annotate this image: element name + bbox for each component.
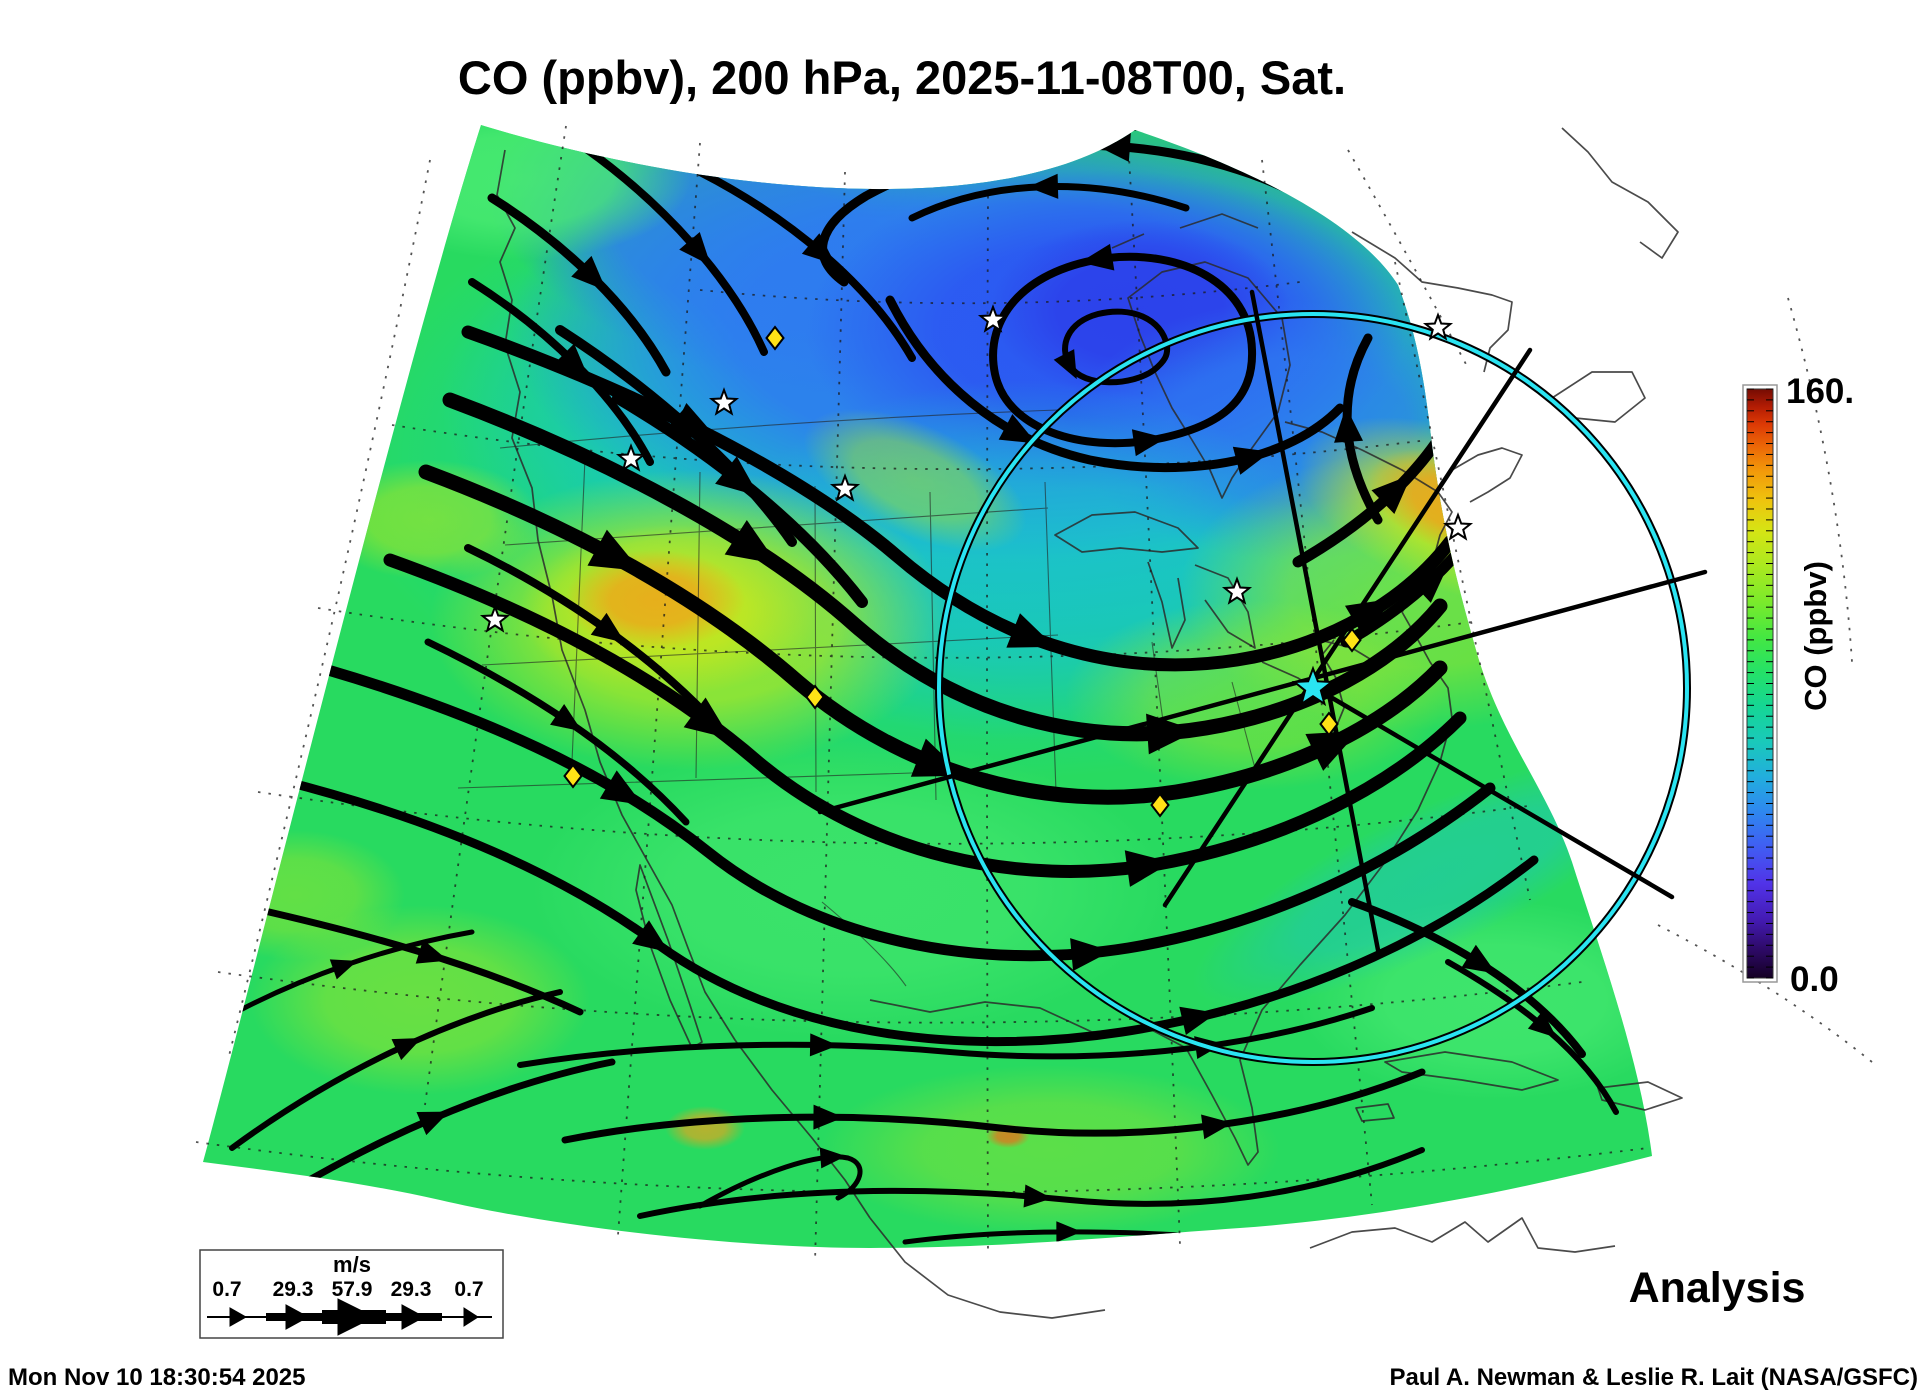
streamline-arrowhead bbox=[1023, 1184, 1053, 1208]
streamline-arrowhead bbox=[1461, 944, 1497, 974]
analysis-label: Analysis bbox=[1628, 1264, 1806, 1312]
streamline-arrowhead bbox=[724, 520, 778, 565]
streamline-arrowhead bbox=[415, 939, 449, 964]
streamline-arrowhead bbox=[599, 770, 643, 805]
streamline-arrowhead bbox=[809, 1033, 838, 1057]
track-line bbox=[1249, 289, 1381, 953]
timestamp: Mon Nov 10 18:30:54 2025 bbox=[8, 1364, 306, 1391]
streamline-arrowhead bbox=[813, 1104, 844, 1130]
streamline-arrowhead bbox=[1201, 1114, 1233, 1140]
track-line bbox=[1307, 682, 1675, 900]
streamline-arrowhead bbox=[1124, 850, 1172, 887]
streamline-arrowhead bbox=[1408, 563, 1449, 603]
streamline-arrowhead bbox=[1305, 730, 1359, 771]
streamline-arrowhead bbox=[801, 233, 836, 265]
track-line bbox=[817, 569, 1708, 815]
range-circle bbox=[935, 310, 1691, 1066]
streamline-arrowhead bbox=[1146, 713, 1197, 755]
streamline-arrowhead bbox=[715, 456, 760, 497]
streamline-arrowhead bbox=[1027, 173, 1059, 199]
wind-legend-value: 0.7 bbox=[454, 1278, 484, 1301]
track-lines bbox=[817, 289, 1708, 953]
wind-legend-value: 29.3 bbox=[272, 1278, 314, 1301]
legend-arrow-medium-left bbox=[285, 1304, 310, 1330]
streamline-arrowhead bbox=[550, 704, 583, 732]
streamline-arrowhead bbox=[590, 612, 626, 643]
wind-legend-value: 57.9 bbox=[331, 1278, 373, 1301]
streamline-arrowhead bbox=[1094, 132, 1131, 162]
wind-legend-unit: m/s bbox=[333, 1252, 371, 1277]
streamline-arrowhead bbox=[1371, 474, 1412, 515]
streamline-arrowhead bbox=[555, 343, 588, 377]
wind-legend-value: 29.3 bbox=[390, 1278, 432, 1301]
streamline-arrowhead bbox=[998, 414, 1037, 444]
streamline-arrowhead bbox=[416, 1111, 450, 1136]
streamline-arrowhead bbox=[1179, 1006, 1217, 1035]
colorbar-min-label: 0.0 bbox=[1790, 960, 1839, 999]
legend-arrow-large bbox=[337, 1298, 376, 1336]
streamline-arrowhead bbox=[1527, 1010, 1557, 1038]
colorbar-max-label: 160. bbox=[1786, 372, 1855, 411]
streamline-arrowhead bbox=[1334, 406, 1364, 443]
wind-legend-box bbox=[199, 1249, 504, 1339]
credit: Paul A. Newman & Leslie R. Lait (NASA/GS… bbox=[1389, 1364, 1918, 1391]
streamline-arrowhead bbox=[1070, 938, 1112, 971]
streamline-arrowhead bbox=[1131, 429, 1167, 457]
legend-arrow-small-right bbox=[463, 1307, 479, 1327]
streamline-arrowhead bbox=[1079, 243, 1115, 271]
streamline-arrowhead bbox=[1056, 1221, 1082, 1243]
streamline-arrowhead bbox=[329, 959, 358, 980]
streamline-arrowhead bbox=[819, 1147, 846, 1169]
streamline-arrowhead bbox=[571, 255, 607, 291]
streamline-arrowhead bbox=[1053, 349, 1077, 380]
streamline-arrowhead bbox=[587, 529, 641, 572]
streamline-arrowhead bbox=[679, 231, 711, 266]
page-title: CO (ppbv), 200 hPa, 2025-11-08T00, Sat. bbox=[457, 51, 1347, 104]
colorbar bbox=[1742, 384, 1778, 983]
colorbar-axis-label: CO (ppbv) bbox=[1798, 561, 1833, 711]
streamline-arrowhead bbox=[1232, 446, 1271, 475]
track-line bbox=[1162, 347, 1533, 908]
legend-arrow-small-left bbox=[229, 1307, 248, 1327]
streamline-arrowhead bbox=[1344, 598, 1393, 638]
streamline-arrowhead bbox=[391, 1038, 422, 1061]
streamline-arrowhead bbox=[669, 402, 719, 440]
legend-arrow-medium-right bbox=[401, 1304, 426, 1330]
streamline-arrowhead bbox=[1006, 613, 1055, 648]
streamline-arrowhead bbox=[683, 697, 731, 739]
wind-legend-value: 0.7 bbox=[212, 1278, 242, 1301]
colorbar-ticks bbox=[1747, 388, 1773, 979]
streamline-arrowhead bbox=[632, 920, 670, 953]
